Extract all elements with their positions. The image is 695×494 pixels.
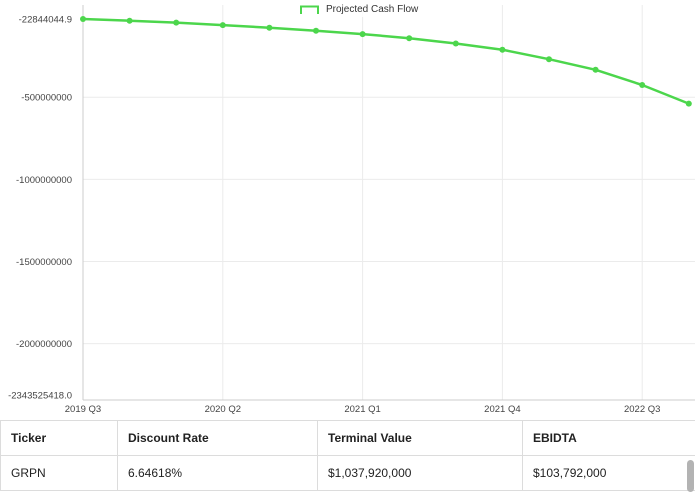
data-point bbox=[266, 24, 273, 31]
x-axis-label: 2022 Q3 bbox=[624, 404, 660, 415]
data-point bbox=[499, 46, 506, 53]
table-row: GRPN 6.64618% $1,037,920,000 $103,792,00… bbox=[0, 455, 695, 491]
cell-discount-rate: 6.64618% bbox=[117, 455, 318, 491]
line-series-icon bbox=[300, 5, 319, 14]
y-axis-label: -1500000000 bbox=[16, 257, 72, 268]
data-point bbox=[219, 22, 226, 29]
dcf-table: Ticker Discount Rate Terminal Value EBID… bbox=[0, 420, 695, 491]
data-point bbox=[592, 66, 599, 73]
data-point bbox=[406, 35, 413, 42]
y-axis-label: -1000000000 bbox=[16, 175, 72, 186]
scrollbar-thumb[interactable] bbox=[687, 460, 694, 492]
x-axis-label: 2021 Q4 bbox=[484, 404, 520, 415]
table-header-row: Ticker Discount Rate Terminal Value EBID… bbox=[0, 420, 695, 456]
cell-terminal-value: $1,037,920,000 bbox=[317, 455, 523, 491]
chart-area: Projected Cash Flow -22844044.9 -50000000… bbox=[8, 1, 695, 415]
data-point bbox=[639, 82, 646, 88]
y-axis-label: -22844044.9 bbox=[19, 14, 72, 25]
cell-ticker: GRPN bbox=[0, 455, 118, 491]
data-point bbox=[173, 19, 180, 26]
y-axis-label: -2000000000 bbox=[16, 339, 72, 350]
cash-flow-line bbox=[81, 17, 691, 105]
data-point bbox=[546, 56, 552, 63]
data-point bbox=[359, 31, 366, 38]
data-point bbox=[685, 100, 692, 107]
data-point bbox=[313, 27, 319, 34]
x-axis-label: 2019 Q3 bbox=[65, 404, 101, 415]
cash-flow-chart: -22844044.9 -500000000 -1000000000 -1500000… bbox=[8, 5, 695, 415]
x-axis-label: 2020 Q2 bbox=[205, 404, 241, 415]
header-ebidta: EBIDTA bbox=[522, 420, 695, 456]
header-ticker: Ticker bbox=[0, 420, 118, 456]
data-point bbox=[126, 17, 133, 24]
data-point bbox=[452, 40, 459, 47]
y-axis-label: -2343525418.0 bbox=[8, 390, 72, 401]
header-terminal-value: Terminal Value bbox=[317, 420, 523, 456]
data-point bbox=[80, 16, 86, 22]
x-axis-label: 2021 Q1 bbox=[344, 404, 380, 415]
y-axis-label: -500000000 bbox=[21, 93, 72, 104]
header-discount-rate: Discount Rate bbox=[117, 420, 318, 456]
chart-legend[interactable]: Projected Cash Flow bbox=[297, 1, 421, 17]
cell-ebidta: $103,792,000 bbox=[522, 455, 695, 491]
legend-label: Projected Cash Flow bbox=[326, 3, 419, 15]
